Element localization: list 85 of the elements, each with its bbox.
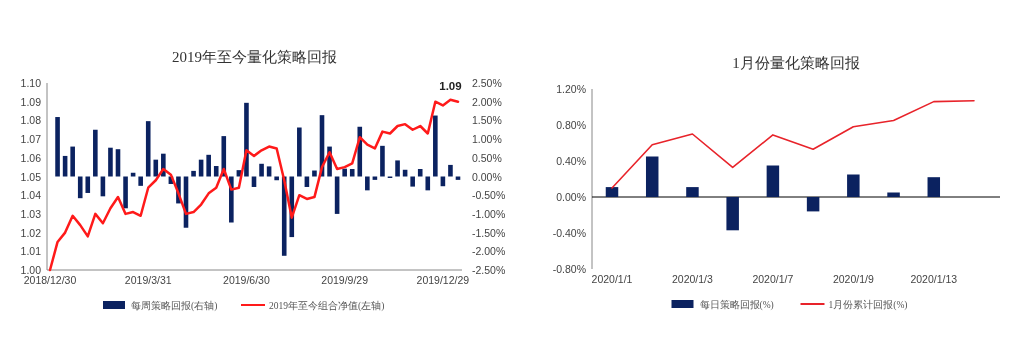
x-tick-label: 2020/1/13 (910, 273, 958, 285)
bar (410, 176, 415, 187)
legend-label: 1月份累计回报(%) (828, 299, 908, 311)
bar (766, 165, 780, 197)
y2-tick-label: -1.00% (472, 207, 506, 220)
bar (448, 164, 453, 177)
bar (213, 166, 219, 177)
bar (123, 176, 128, 209)
bar (645, 156, 659, 197)
y-tick-label: 1.01 (20, 245, 42, 258)
x-tick-label: 2020/1/3 (672, 273, 714, 285)
bar (108, 147, 113, 177)
bar (425, 176, 431, 191)
y2-tick-label: -0.50% (472, 189, 506, 202)
bar (806, 197, 820, 212)
y-tick-label: 1.05 (20, 170, 42, 183)
bar (77, 176, 83, 199)
bar (70, 146, 75, 177)
x-tick-label: 2019/12/29 (416, 274, 470, 286)
y-tick-label: 1.07 (20, 133, 42, 146)
x-tick-label: 2020/1/9 (832, 273, 874, 285)
y2-tick-label: 0.00% (472, 170, 502, 183)
y-tick-label: -0.80% (552, 263, 586, 275)
bar (145, 121, 151, 177)
y-tick-label: 1.09 (20, 95, 42, 108)
bar (927, 177, 941, 197)
bar (605, 187, 619, 197)
bar (395, 160, 400, 177)
x-tick-label: 2020/1/7 (752, 273, 794, 285)
legend-label: 2019年至今组合净值(左轴) (269, 300, 385, 312)
bar (130, 172, 136, 177)
bar (55, 117, 60, 177)
legend-label: 每日策略回报(%) (699, 299, 774, 311)
bar (297, 127, 302, 177)
chart-title: 2019年至今量化策略回报 (172, 49, 337, 65)
y2-tick-label: 1.00% (472, 133, 502, 146)
y-tick-label: 1.00 (20, 264, 42, 276)
y-tick-label: -0.40% (552, 227, 586, 239)
bar (93, 129, 98, 177)
y2-tick-label: -2.00% (472, 245, 506, 258)
legend-label: 每周策略回报(右轴) (131, 300, 218, 312)
bar (244, 102, 249, 177)
bar (365, 176, 370, 191)
y-tick-label: 0.80% (556, 119, 586, 131)
x-tick-label: 2020/1/1 (591, 273, 633, 285)
bar (887, 192, 900, 197)
y-tick-label: 1.06 (20, 151, 42, 164)
y-tick-label: 1.20% (556, 83, 586, 95)
bar (138, 176, 143, 186)
bar (726, 197, 739, 231)
bar (85, 176, 91, 193)
bar (259, 163, 264, 177)
bar (266, 166, 272, 177)
y2-tick-label: 2.50% (472, 77, 502, 89)
bar (417, 169, 423, 177)
bar (433, 115, 438, 177)
x-tick-label: 2019/6/30 (223, 274, 270, 286)
bar (380, 145, 385, 177)
bar (402, 169, 408, 177)
y2-tick-label: -1.50% (472, 226, 506, 239)
y-tick-label: 1.04 (20, 189, 42, 202)
y-tick-label: 1.10 (20, 77, 42, 89)
bar (342, 168, 347, 177)
bar (847, 174, 860, 197)
y-tick-label: 0.40% (556, 155, 586, 167)
y2-tick-label: -2.50% (472, 264, 506, 276)
y2-tick-label: 2.00% (472, 95, 502, 108)
y-tick-label: 1.08 (20, 114, 42, 127)
annotation: 1.09 (439, 79, 462, 92)
line-series (611, 99, 975, 189)
bar (153, 159, 159, 177)
y2-tick-label: 1.50% (472, 114, 502, 127)
x-tick-label: 2019/9/29 (321, 274, 369, 286)
bar (349, 169, 355, 177)
bar (312, 170, 317, 177)
bar (206, 154, 211, 177)
y2-tick-label: 0.50% (472, 151, 502, 164)
y-tick-label: 1.03 (20, 207, 42, 220)
chart-title: 1月份量化策略回报 (732, 55, 860, 71)
y-tick-label: 1.02 (20, 226, 42, 239)
x-tick-label: 2019/3/31 (124, 274, 172, 286)
bar (191, 170, 196, 177)
bar (686, 187, 699, 197)
x-tick-label: 2018/12/30 (23, 274, 77, 286)
y-tick-label: 0.00% (556, 191, 586, 203)
